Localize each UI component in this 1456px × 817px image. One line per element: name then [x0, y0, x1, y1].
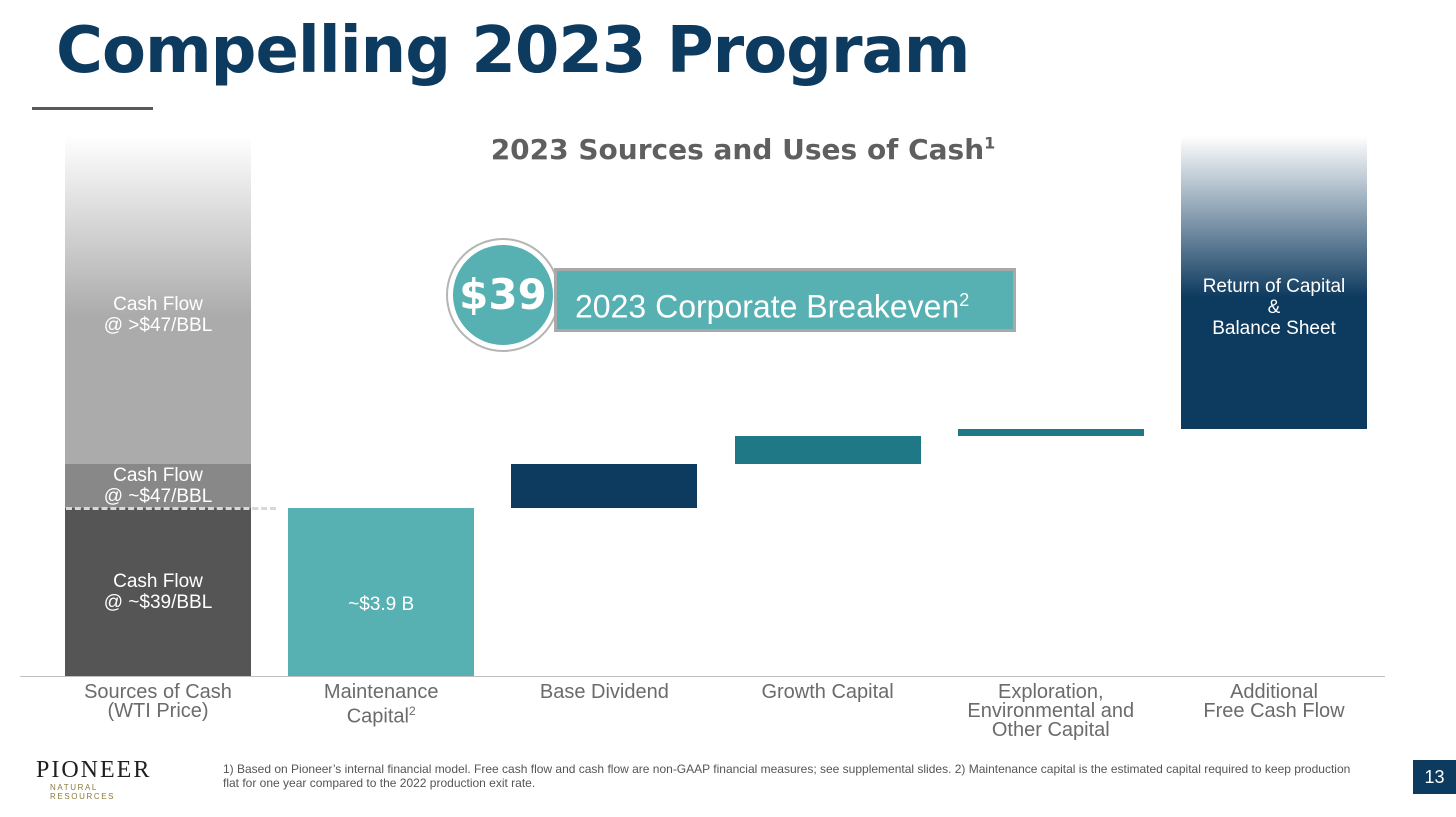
category-label-text-0: Sources of Cash (WTI Price)	[84, 681, 232, 722]
chart-title-footnote-mark: 1	[984, 133, 996, 153]
category-label-3: Growth Capital	[718, 681, 938, 703]
category-label-text-3: Growth Capital	[761, 681, 894, 703]
bar-segment-label-0: Cash Flow @ ~$39/BBL	[103, 571, 213, 613]
breakeven-value: $39	[453, 245, 553, 345]
category-label-2: Base Dividend	[494, 681, 714, 703]
bar-segment-label-3: ~$3.9 B	[348, 594, 415, 615]
company-logo: PIONEER NATURAL RESOURCES	[36, 757, 166, 801]
category-label-text-4: Exploration, Environmental and Other Cap…	[967, 681, 1135, 741]
category-footnote-mark-1: 2	[408, 704, 416, 718]
logo-name: PIONEER	[36, 757, 152, 783]
breakeven-dashed-line	[66, 507, 276, 510]
bar-segment-label-2: Cash Flow @ >$47/BBL	[103, 294, 213, 336]
category-label-5: Additional Free Cash Flow	[1164, 681, 1384, 722]
breakeven-footnote-mark: 2	[959, 290, 970, 310]
x-axis-line	[20, 676, 1385, 677]
chart-title: 2023 Sources and Uses of Cash1	[0, 133, 1456, 166]
bar-segment-label-7: Return of Capital & Balance Sheet	[1202, 276, 1346, 339]
logo-tagline: NATURAL RESOURCES	[50, 783, 116, 801]
category-label-1: Maintenance Capital2	[271, 681, 491, 728]
breakeven-label-box: 2023 Corporate Breakeven2	[554, 268, 1016, 332]
bar-segment-7: Return of Capital & Balance Sheet	[1181, 136, 1367, 429]
category-label-text-2: Base Dividend	[539, 681, 669, 703]
category-label-4: Exploration, Environmental and Other Cap…	[941, 681, 1161, 741]
category-label-text-5: Additional Free Cash Flow	[1203, 681, 1345, 722]
bar-segment-5	[734, 436, 921, 464]
bar-segment-6	[957, 429, 1144, 436]
bar-segment-2: Cash Flow @ >$47/BBL	[65, 136, 251, 464]
bar-segment-label-1: Cash Flow @ ~$47/BBL	[103, 465, 213, 507]
page-number: 13	[1413, 760, 1456, 794]
bar-segment-1: Cash Flow @ ~$47/BBL	[65, 464, 251, 508]
breakeven-label: 2023 Corporate Breakeven	[575, 288, 960, 325]
chart-title-text: 2023 Sources and Uses of Cash	[490, 133, 985, 166]
bar-segment-4	[511, 464, 698, 508]
bar-segment-3: ~$3.9 B	[288, 508, 475, 676]
title-underline	[32, 107, 153, 110]
breakeven-badge: $39	[446, 238, 560, 352]
slide-title: Compelling 2023 Program	[56, 14, 970, 88]
category-label-text-1: Maintenance Capital	[323, 681, 439, 728]
bar-segment-0: Cash Flow @ ~$39/BBL	[65, 508, 251, 676]
category-label-0: Sources of Cash (WTI Price)	[48, 681, 268, 722]
footnote: 1) Based on Pioneer’s internal financial…	[223, 762, 1351, 790]
